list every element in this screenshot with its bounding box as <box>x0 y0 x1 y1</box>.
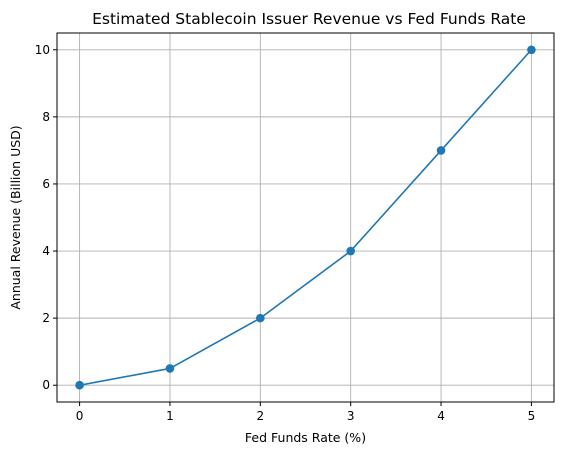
x-tick-label: 3 <box>347 409 355 423</box>
chart-title: Estimated Stablecoin Issuer Revenue vs F… <box>92 10 526 28</box>
ticks: 0 1 2 3 4 5 0 2 4 6 8 10 <box>35 43 536 423</box>
x-tick-label: 2 <box>256 409 264 423</box>
series-layer <box>75 45 536 390</box>
data-point <box>346 246 355 256</box>
data-point <box>527 45 536 55</box>
y-tick-label: 0 <box>42 378 50 392</box>
x-tick-label: 4 <box>437 409 445 423</box>
y-tick-label: 10 <box>35 43 50 57</box>
y-tick-label: 6 <box>42 177 50 191</box>
series-line <box>79 49 533 387</box>
x-tick-label: 0 <box>76 409 84 423</box>
y-tick-label: 8 <box>42 110 50 124</box>
y-tick-label: 2 <box>42 311 50 325</box>
data-point <box>75 380 84 390</box>
x-axis-label: Fed Funds Rate (%) <box>245 430 366 445</box>
x-tick-label: 5 <box>528 409 536 423</box>
x-tick-label: 1 <box>166 409 174 423</box>
y-axis-label: Annual Revenue (Billion USD) <box>8 125 23 309</box>
data-point <box>436 146 446 155</box>
y-tick-label: 4 <box>42 244 50 258</box>
plot-frame <box>56 32 555 403</box>
data-point <box>165 364 175 373</box>
data-point <box>256 313 265 323</box>
grid <box>57 33 554 402</box>
